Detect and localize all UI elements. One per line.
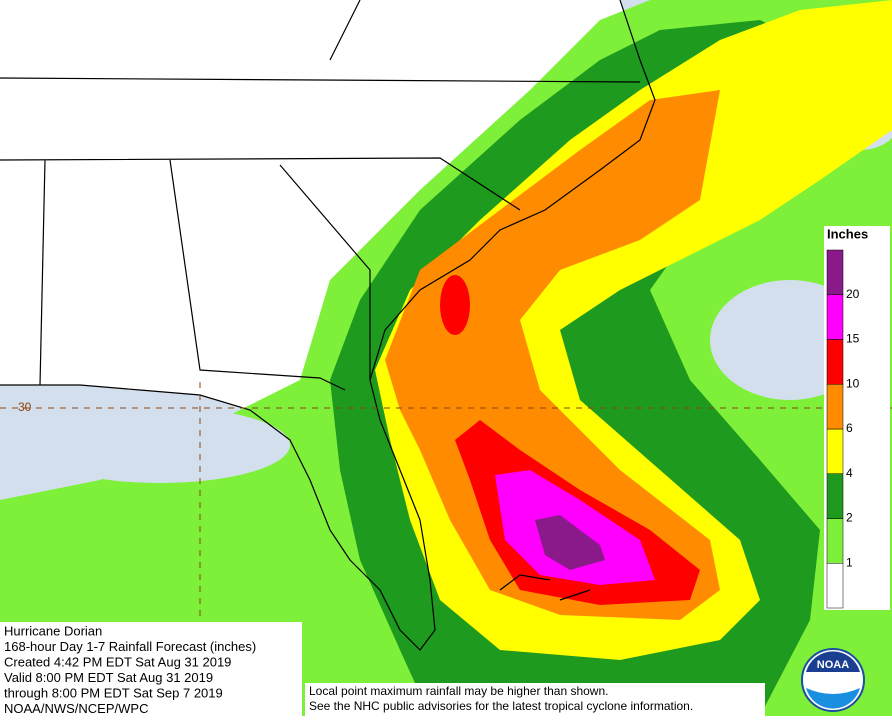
legend-tick-label: 2: [846, 511, 853, 525]
rain-band-20: [535, 515, 605, 570]
legend-tick-label: 4: [846, 466, 853, 480]
logo-sky: [806, 651, 860, 672]
ocean-patch: [30, 407, 290, 483]
logo-text: NOAA: [817, 659, 849, 671]
legend-swatch: [826, 339, 844, 385]
legend-swatch: [826, 384, 844, 430]
legend-swatch: [826, 294, 844, 340]
logo-wave: [806, 688, 860, 709]
legend-swatch: [826, 428, 844, 474]
rain-band-6: [385, 90, 720, 620]
legend-tick-label: 1: [846, 555, 853, 569]
state-borders: [0, 0, 641, 601]
disclaimer-box: [305, 683, 765, 716]
legend-swatch: [826, 249, 844, 295]
legend-tick-label: 10: [846, 376, 860, 390]
rain-band-10: [440, 275, 470, 335]
info-box: [0, 622, 302, 716]
legend-tick-label: 15: [846, 332, 860, 346]
info-line: Valid 8:00 PM EDT Sat Aug 31 2019: [4, 670, 213, 685]
legend-tick-label: 6: [846, 421, 853, 435]
disclaimer-line: Local point maximum rainfall may be high…: [309, 684, 608, 698]
info-line: Hurricane Dorian: [4, 623, 102, 638]
info-line: 168-hour Day 1-7 Rainfall Forecast (inch…: [4, 639, 256, 654]
legend-swatch: [826, 473, 844, 519]
info-line: Created 4:42 PM EDT Sat Aug 31 2019: [4, 654, 231, 669]
coastline: [0, 0, 656, 651]
legend-swatch: [826, 563, 844, 609]
info-line: through 8:00 PM EDT Sat Sep 7 2019: [4, 685, 223, 700]
legend-swatch: [826, 518, 844, 564]
latitude-label: 30: [18, 400, 32, 414]
legend-title: Inches: [827, 226, 868, 241]
disclaimer: Local point maximum rainfall may be high…: [309, 684, 693, 713]
disclaimer-line: See the NHC public advisories for the la…: [309, 699, 693, 713]
info-line: NOAA/NWS/NCEP/WPC: [4, 701, 148, 716]
legend-tick-label: 20: [846, 287, 860, 301]
legend: Inches 1 2 4 6 10 15 20: [824, 226, 890, 610]
